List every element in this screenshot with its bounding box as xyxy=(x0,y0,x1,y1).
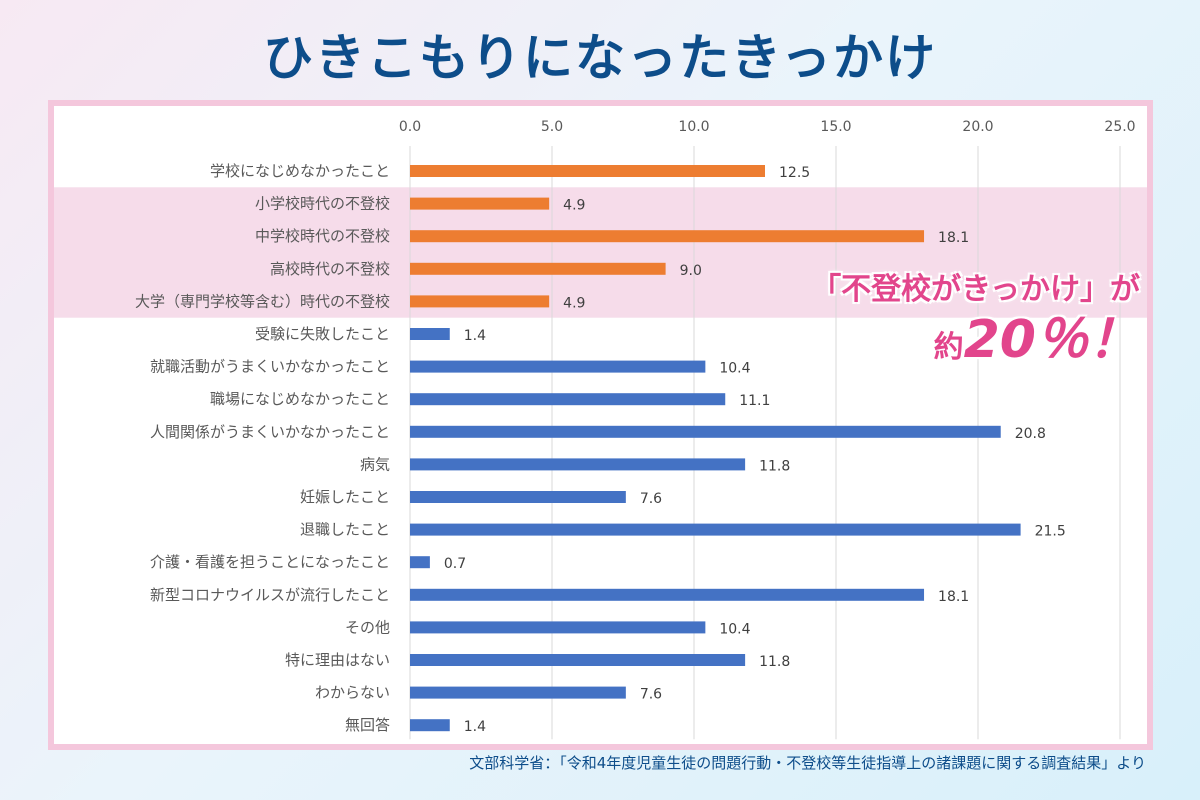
value-label: 11.1 xyxy=(739,393,770,409)
category-label: その他 xyxy=(345,618,390,636)
value-label: 10.4 xyxy=(719,621,750,637)
value-label: 4.9 xyxy=(563,198,585,214)
value-label: 20.8 xyxy=(1015,426,1046,442)
callout-line1: 「不登校がきっかけ」が xyxy=(811,272,1140,307)
value-label: 21.5 xyxy=(1035,524,1066,540)
x-tick-label: 15.0 xyxy=(820,119,851,135)
callout-value: 20％！ xyxy=(963,310,1140,370)
value-label: 10.4 xyxy=(719,361,750,377)
bar xyxy=(410,491,626,503)
category-label: 無回答 xyxy=(345,716,390,734)
bar xyxy=(410,686,626,699)
bar xyxy=(410,393,726,406)
x-tick-label: 5.0 xyxy=(541,119,563,135)
callout-line2: 約20％！ xyxy=(720,310,1140,378)
bar xyxy=(410,165,765,177)
bar xyxy=(410,230,925,243)
value-label: 7.6 xyxy=(640,687,662,703)
x-tick-label: 0.0 xyxy=(399,119,421,135)
bar xyxy=(410,556,430,569)
category-label: 学校になじめなかったこと xyxy=(210,162,390,180)
category-label: 大学（専門学校等含む）時代の不登校 xyxy=(135,292,390,310)
category-label: 妊娠したこと xyxy=(300,488,390,506)
value-label: 18.1 xyxy=(938,230,969,246)
bar xyxy=(410,262,666,275)
category-label: 病気 xyxy=(360,455,390,473)
category-label: 特に理由はない xyxy=(285,651,390,669)
bar xyxy=(410,719,450,732)
category-label: 人間関係がうまくいかなかったこと xyxy=(150,423,390,441)
value-label: 18.1 xyxy=(938,589,969,605)
bar xyxy=(410,458,746,471)
category-label: 退職したこと xyxy=(300,521,390,539)
category-label: 中学校時代の不登校 xyxy=(255,227,390,245)
bar xyxy=(410,588,925,601)
value-label: 9.0 xyxy=(680,263,702,279)
category-label: 高校時代の不登校 xyxy=(270,260,390,278)
callout-prefix: 約 xyxy=(933,330,964,365)
x-tick-label: 25.0 xyxy=(1104,119,1135,135)
category-label: 受験に失敗したこと xyxy=(255,325,390,343)
bar xyxy=(410,621,706,634)
x-tick-label: 10.0 xyxy=(678,119,709,135)
bar xyxy=(410,197,550,210)
value-label: 11.8 xyxy=(759,458,790,474)
bar xyxy=(410,295,550,308)
bar xyxy=(410,425,1001,438)
bar xyxy=(410,360,706,373)
highlight-band xyxy=(54,187,1147,318)
value-label: 11.8 xyxy=(759,654,790,670)
category-label: わからない xyxy=(315,684,390,702)
bar xyxy=(410,328,450,340)
category-label: 介護・看護を担うことになったこと xyxy=(150,553,390,571)
bar-chart: 0.0 5.0 10.0 15.0 20.0 25.0 学校になじめなかったこと 12.5 小学… xyxy=(54,119,1147,740)
source-note: 文部科学省：「令和4年度児童生徒の問題行動・不登校等生徒指導上の諸課題に関する調… xyxy=(469,754,1146,772)
value-label: 1.4 xyxy=(464,328,486,344)
value-label: 12.5 xyxy=(779,165,810,181)
value-label: 1.4 xyxy=(464,719,486,735)
chart-frame: 0.0 5.0 10.0 15.0 20.0 25.0 学校になじめなかったこと 12.5 小学… xyxy=(48,100,1153,750)
bar xyxy=(410,523,1021,536)
value-label: 7.6 xyxy=(640,491,662,507)
category-label: 職場になじめなかったこと xyxy=(210,390,390,408)
bar xyxy=(410,654,746,666)
x-tick-label: 20.0 xyxy=(962,119,993,135)
page-title: ひきこもりになったきっかけ xyxy=(263,29,937,87)
value-label: 0.7 xyxy=(444,556,466,572)
callout: 「不登校がきっかけ」が 約20％！ xyxy=(720,270,1140,378)
category-label: 就職活動がうまくいかなかったこと xyxy=(150,358,390,376)
category-label: 小学校時代の不登校 xyxy=(255,195,390,213)
category-label: 新型コロナウイルスが流行したこと xyxy=(150,586,390,604)
value-label: 4.9 xyxy=(563,295,585,311)
